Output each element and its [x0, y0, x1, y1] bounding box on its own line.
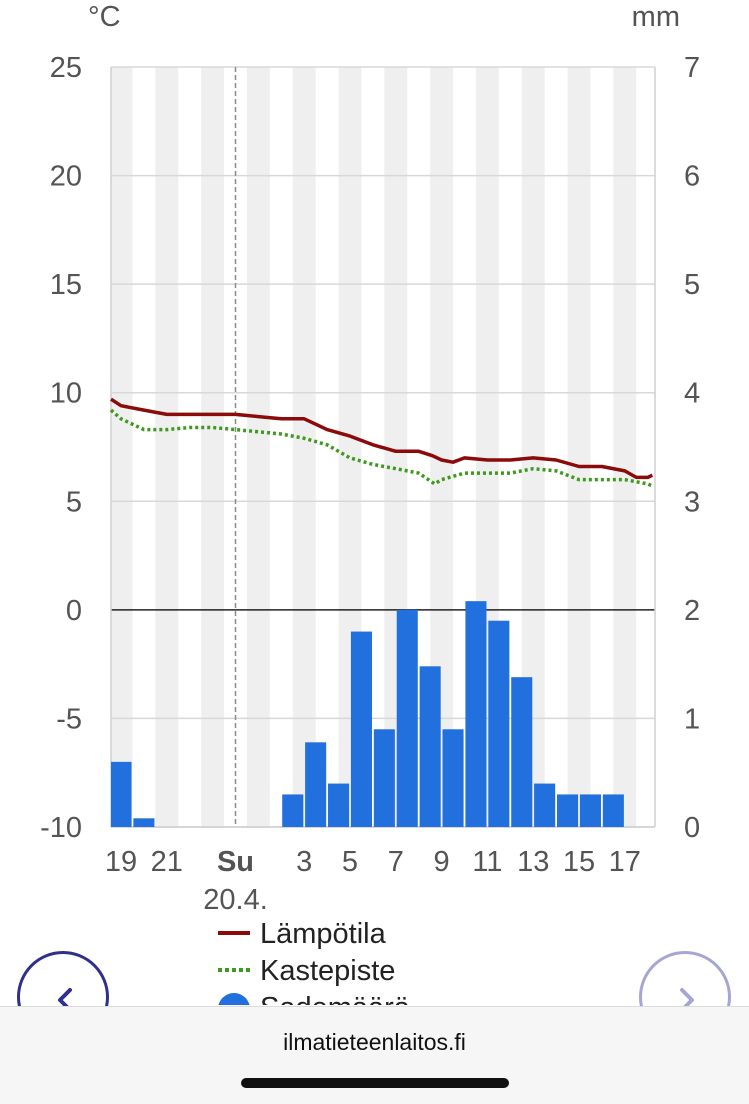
hour-band [246, 67, 270, 827]
hour-band [155, 67, 179, 827]
precipitation-bar [465, 601, 487, 827]
right-unit-label: mm [632, 1, 680, 33]
precipitation-bar [602, 794, 624, 827]
precipitation-bars [111, 601, 624, 827]
y-right-tick-label: 3 [684, 486, 700, 518]
x-tick-label: 5 [342, 846, 358, 878]
x-tick-label: 7 [388, 846, 404, 878]
precipitation-bar [373, 729, 395, 827]
precipitation-bar [305, 742, 327, 827]
y-right-tick-label: 0 [684, 812, 700, 844]
x-tick-label: 19 [105, 846, 137, 878]
home-indicator[interactable] [241, 1078, 509, 1088]
y-right-tick-label: 2 [684, 595, 700, 627]
x-tick-label: 17 [609, 846, 641, 878]
precipitation-bar [557, 794, 579, 827]
y-right-tick-label: 5 [684, 269, 700, 301]
precipitation-bar [488, 620, 510, 827]
precipitation-bar [534, 783, 556, 827]
legend-label: Sademäärä [260, 992, 411, 1005]
precipitation-bar [579, 794, 601, 827]
x-tick-label: 13 [517, 846, 549, 878]
precipitation-bar [282, 794, 304, 827]
y-right-tick-label: 4 [684, 378, 700, 410]
gridlines [111, 66, 655, 828]
y-left-tick-label: 15 [50, 269, 82, 301]
y-left-tick-label: 25 [50, 52, 82, 84]
y-left-tick-label: 20 [50, 161, 82, 193]
precipitation-bar [350, 631, 372, 827]
y-right-tick-label: 7 [684, 52, 700, 84]
hour-band [201, 67, 225, 827]
y-left-tick-label: -5 [56, 703, 82, 735]
legend-label: Kastepiste [260, 955, 395, 987]
hour-band [613, 67, 637, 827]
precipitation-bar [133, 818, 155, 827]
date-label: 20.4. [203, 884, 268, 916]
y-left-tick-label: 10 [50, 378, 82, 410]
precipitation-bar [111, 761, 132, 827]
x-tick-label: 3 [296, 846, 312, 878]
legend: Lämpötila Kastepiste Sademäärä [218, 918, 411, 1005]
hour-band [567, 67, 591, 827]
y-right-tick-label: 1 [684, 703, 700, 735]
y-right-tick-label: 6 [684, 161, 700, 193]
hour-band [430, 67, 454, 827]
x-tick-label: 15 [563, 846, 595, 878]
precipitation-bar [442, 729, 464, 827]
dewpoint-line [109, 408, 654, 488]
x-tick-label: 11 [472, 846, 502, 878]
x-tick-label: 9 [434, 846, 450, 878]
precipitation-bar [419, 666, 441, 827]
precipitation-bar [328, 783, 350, 827]
legend-precipitation-swatch [218, 993, 250, 1005]
time-bands [111, 67, 637, 827]
precipitation-bar [511, 677, 533, 827]
y-left-tick-label: 0 [66, 595, 82, 627]
y-left-tick-label: -10 [40, 812, 82, 844]
left-unit-label: °C [88, 1, 121, 33]
hour-band [521, 67, 545, 827]
browser-bottom-bar: ilmatieteenlaitos.fi [0, 1006, 749, 1104]
site-url[interactable]: ilmatieteenlaitos.fi [283, 1029, 466, 1055]
temperature-lines [109, 397, 654, 488]
x-tick-label: 21 [151, 846, 183, 878]
hour-band [111, 67, 133, 827]
legend-label: Lämpötila [260, 918, 387, 950]
y-left-tick-label: 5 [66, 486, 82, 518]
day-label: Su [217, 846, 254, 878]
temperature-line [110, 397, 654, 480]
hour-band [292, 67, 316, 827]
precipitation-bar [396, 609, 418, 827]
